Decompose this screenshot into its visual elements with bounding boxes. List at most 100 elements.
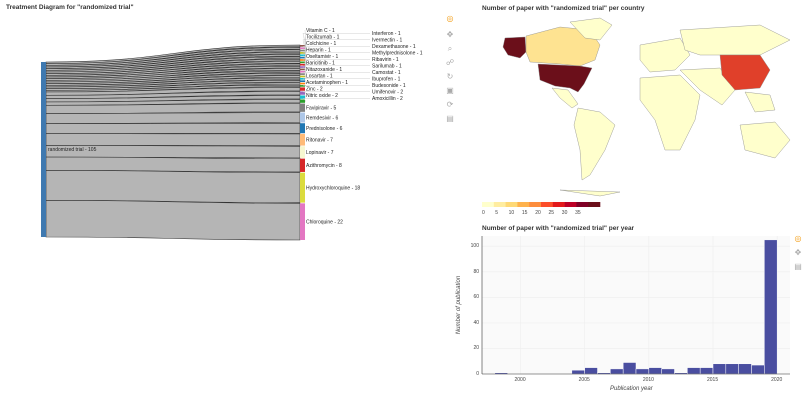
country-usa [537, 63, 593, 93]
bokeh-logo-icon[interactable]: ◎ [446, 14, 454, 23]
sankey-target-node [300, 70, 305, 73]
sankey-diagram: Vitamin C - 1 Interferon - 1 Tocilizumab -… [41, 28, 423, 241]
sankey-target-node [300, 54, 305, 57]
sankey-target-node [300, 123, 305, 134]
colorbar-segment [588, 202, 601, 207]
sankey-target-label: Nitazoxanide - 1 [306, 67, 342, 73]
bar-chart-title: Number of paper with "randomized trial" … [482, 225, 635, 232]
bar [622, 362, 637, 375]
colorbar-tick-label: 20 [535, 210, 541, 216]
bar [687, 367, 701, 375]
sankey-label-leader [302, 78, 370, 82]
colorbar-segment [517, 202, 530, 207]
sankey-target-label: Vitamin C - 1 [306, 28, 335, 34]
sankey-target-node [300, 203, 305, 240]
sankey-target-node [300, 99, 305, 103]
colorbar-tick-label: 15 [521, 210, 528, 216]
sankey-target-node [300, 91, 305, 95]
sankey-target-label: Dexamethasone - 1 [372, 44, 416, 50]
wheel-zoom-icon[interactable]: ↻ [446, 72, 454, 81]
sankey-target-label: Acetaminophen - 1 [306, 80, 348, 86]
sankey-target-label: Amoxicillin - 2 [372, 96, 403, 102]
sankey-label-leader [304, 94, 307, 98]
hover-tool-icon[interactable]: ▤ [446, 114, 454, 123]
y-tick-label: 20 [473, 345, 479, 352]
y-tick-label: 60 [473, 294, 479, 301]
sankey-target-label: Hydroxychloroquine - 18 [306, 185, 360, 191]
hover-tool-icon[interactable]: ▤ [794, 262, 802, 271]
sankey-target-node [300, 75, 305, 78]
country-greenland [569, 17, 613, 41]
colorbar-segment [505, 202, 518, 207]
country-alaska [502, 36, 527, 59]
sankey-target-label: Tocilizumab - 1 [306, 34, 340, 40]
colorbar-tick-label: 30 [561, 210, 568, 216]
country-se-asia [744, 91, 776, 113]
sankey-target-node [300, 77, 305, 80]
country-antarctica-fragment [559, 189, 621, 197]
sankey-target-node [300, 133, 305, 146]
sankey-target-node [300, 63, 305, 66]
sankey-label-leader [302, 98, 370, 102]
sankey-title: Treatment Diagram for "randomized trial" [6, 4, 134, 11]
bokeh-logo-icon[interactable]: ◎ [794, 234, 802, 243]
sankey-label-leader [302, 46, 370, 58]
y-tick-label: 100 [470, 243, 479, 250]
sankey-target-node [300, 59, 305, 61]
sankey-target-node [300, 85, 305, 87]
sankey-target-node [300, 52, 305, 54]
country-europe [639, 37, 691, 73]
bar [712, 363, 727, 375]
country-south-america [573, 107, 616, 181]
sankey-target-label: Remdesivir - 6 [306, 115, 338, 121]
sankey-target-node [300, 73, 305, 75]
sankey-target-label: Ibuprofen - 1 [372, 77, 401, 83]
sankey-target-label: Nitric oxide - 2 [306, 93, 338, 99]
sankey-label-leader [302, 52, 370, 63]
sankey-target-label: Baricitinib - 1 [306, 60, 335, 66]
pan-tool-icon[interactable]: ✥ [794, 248, 802, 257]
sankey-label-leader [302, 91, 370, 94]
sankey-target-node [300, 45, 305, 47]
x-tick-label: 2015 [707, 377, 719, 383]
colorbar-tick-label: 25 [548, 210, 555, 216]
sankey-target-label: Favipiravir - 5 [306, 105, 337, 111]
bar [571, 369, 585, 375]
map-title: Number of paper with "randomized trial" … [482, 5, 645, 12]
sankey-target-label: Losartan - 1 [306, 73, 333, 79]
bar [635, 368, 650, 375]
country-australia [739, 121, 791, 159]
bar [751, 364, 765, 375]
tap-tool-icon[interactable]: ☍ [445, 58, 455, 67]
sankey-target-node [300, 68, 305, 71]
sankey-target-node [300, 66, 305, 68]
bar [699, 367, 714, 375]
country-central-america [551, 87, 579, 109]
sankey-source-node [41, 62, 46, 237]
save-icon[interactable]: ▣ [446, 86, 454, 95]
bar [738, 363, 752, 375]
x-tick-label: 2010 [642, 377, 654, 383]
reset-icon[interactable]: ⟳ [446, 100, 454, 109]
sankey-target-node [300, 56, 305, 59]
sankey-target-node [300, 172, 305, 203]
sankey-target-node [300, 158, 305, 172]
bar [648, 367, 662, 375]
sankey-target-node [300, 95, 305, 99]
colorbar-segment [564, 202, 577, 207]
y-axis-label: Number of publication [456, 275, 462, 335]
bar [661, 368, 675, 375]
bar [725, 363, 739, 375]
sankey-target-label: Ivermectin - 1 [372, 38, 403, 44]
sankey-label-leader [304, 81, 307, 84]
sankey-source-label: randomized trial - 105 [48, 147, 97, 153]
sankey-target-label: Budesonide - 1 [372, 83, 406, 89]
sankey-target-label: Heparin - 1 [306, 47, 331, 53]
sankey-target-node [300, 146, 305, 158]
sankey-target-label: Camostat - 1 [372, 70, 401, 76]
box-zoom-icon[interactable]: ⌕ [447, 44, 453, 53]
sankey-target-label: Ritonavir - 7 [306, 138, 333, 144]
pan-tool-icon[interactable]: ✥ [446, 30, 454, 39]
